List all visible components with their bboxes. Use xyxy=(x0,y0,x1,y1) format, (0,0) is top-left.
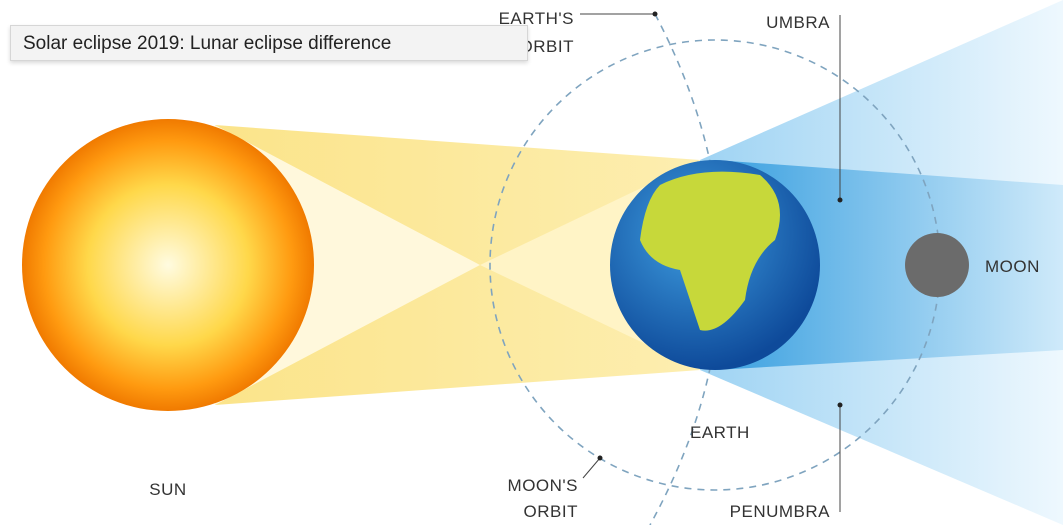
leader-dot xyxy=(653,12,658,17)
label: UMBRA xyxy=(766,13,830,32)
sun xyxy=(22,119,314,411)
leader-dot xyxy=(838,198,843,203)
label: MOON'S xyxy=(508,476,578,495)
label: EARTH xyxy=(690,423,750,442)
tooltip: Solar eclipse 2019: Lunar eclipse differ… xyxy=(10,25,528,61)
label: MOON xyxy=(985,257,1040,276)
leader-dot xyxy=(838,403,843,408)
page: EARTH'S ORBIT UMBRA MOON EARTH PENUMBRA … xyxy=(0,0,1063,525)
leader-dot xyxy=(598,456,603,461)
label: PENUMBRA xyxy=(730,502,831,521)
moon xyxy=(905,233,969,297)
eclipse-diagram: EARTH'S ORBIT UMBRA MOON EARTH PENUMBRA … xyxy=(0,0,1063,525)
label: SUN xyxy=(149,480,186,499)
label: ORBIT xyxy=(524,502,578,521)
leader xyxy=(583,458,600,478)
